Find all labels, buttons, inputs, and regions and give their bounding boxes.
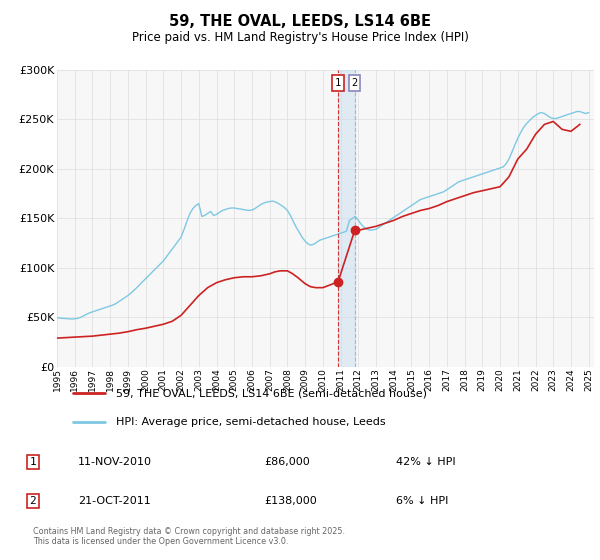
Text: Contains HM Land Registry data © Crown copyright and database right 2025.
This d: Contains HM Land Registry data © Crown c… <box>33 526 345 546</box>
Text: 11-NOV-2010: 11-NOV-2010 <box>78 457 152 467</box>
Text: £138,000: £138,000 <box>264 496 317 506</box>
Text: 1: 1 <box>335 78 341 88</box>
Text: 6% ↓ HPI: 6% ↓ HPI <box>396 496 448 506</box>
Text: 1: 1 <box>29 457 37 467</box>
Text: 2: 2 <box>352 78 358 88</box>
Text: 21-OCT-2011: 21-OCT-2011 <box>78 496 151 506</box>
Text: HPI: Average price, semi-detached house, Leeds: HPI: Average price, semi-detached house,… <box>116 417 386 427</box>
Text: 59, THE OVAL, LEEDS, LS14 6BE (semi-detached house): 59, THE OVAL, LEEDS, LS14 6BE (semi-deta… <box>116 388 427 398</box>
Text: £86,000: £86,000 <box>264 457 310 467</box>
Text: 59, THE OVAL, LEEDS, LS14 6BE: 59, THE OVAL, LEEDS, LS14 6BE <box>169 14 431 29</box>
Text: Price paid vs. HM Land Registry's House Price Index (HPI): Price paid vs. HM Land Registry's House … <box>131 31 469 44</box>
Text: 2: 2 <box>29 496 37 506</box>
Bar <box>338 70 355 367</box>
Text: 42% ↓ HPI: 42% ↓ HPI <box>396 457 455 467</box>
